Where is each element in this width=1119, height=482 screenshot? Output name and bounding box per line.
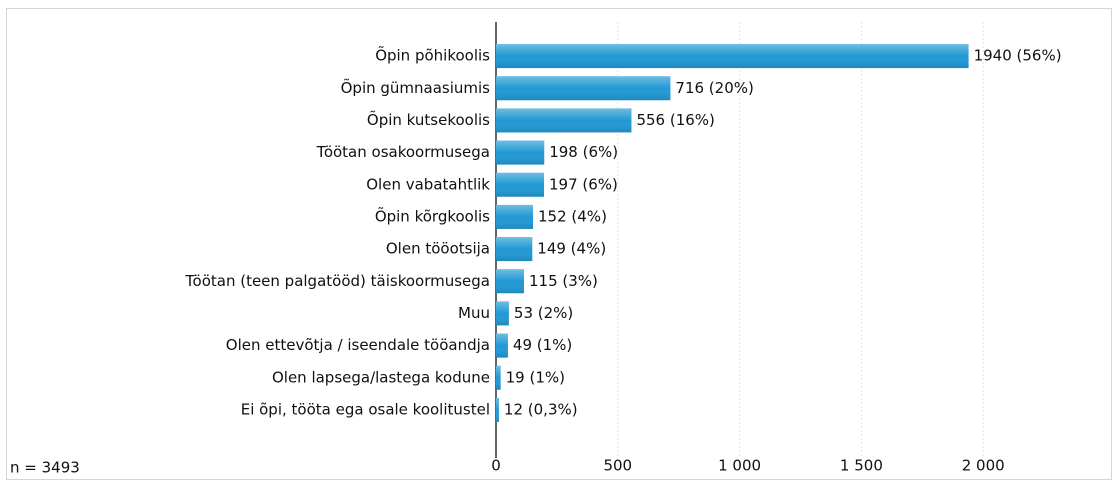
bar-sheen bbox=[496, 301, 509, 326]
x-tick-label: 2 000 bbox=[962, 457, 1005, 475]
y-tick-label: Olen lapsega/lastega kodune bbox=[272, 368, 490, 386]
y-tick-label: Muu bbox=[458, 304, 490, 322]
x-tick-label: 1 000 bbox=[718, 457, 761, 475]
value-label: 115 (3%) bbox=[529, 272, 598, 290]
bar-sheen bbox=[496, 108, 632, 133]
y-tick-label: Ei õpi, tööta ega osale koolitustel bbox=[241, 400, 490, 418]
value-label: 1940 (56%) bbox=[974, 47, 1062, 65]
x-tick-label: 0 bbox=[491, 457, 501, 475]
bar-sheen bbox=[496, 397, 499, 422]
bar-sheen bbox=[496, 333, 508, 358]
value-label: 198 (6%) bbox=[549, 143, 618, 161]
value-label: 716 (20%) bbox=[675, 79, 753, 97]
y-tick-label: Õpin kõrgkoolis bbox=[375, 206, 490, 225]
bar-sheen bbox=[496, 76, 671, 101]
y-tick-label: Töötan osakoormusega bbox=[316, 143, 490, 161]
x-tick-label: 500 bbox=[603, 457, 632, 475]
y-tick-label: Olen vabatahtlik bbox=[366, 175, 490, 193]
bar-sheen bbox=[496, 365, 501, 390]
y-tick-label: Õpin gümnaasiumis bbox=[341, 78, 491, 97]
value-label: 152 (4%) bbox=[538, 207, 607, 225]
bar-sheen bbox=[496, 269, 525, 294]
bar-sheen bbox=[496, 237, 533, 262]
frame bbox=[6, 8, 1112, 480]
value-label: 149 (4%) bbox=[537, 240, 606, 258]
value-label: 556 (16%) bbox=[636, 111, 714, 129]
bar-sheen bbox=[496, 44, 969, 69]
bar-sheen bbox=[496, 140, 545, 165]
y-tick-label: Olen ettevõtja / iseendale tööandja bbox=[226, 336, 490, 354]
annotation: n = 3493 bbox=[10, 459, 80, 477]
y-tick-label: Õpin põhikoolis bbox=[375, 46, 490, 65]
bar-sheen bbox=[496, 172, 544, 197]
y-tick-label: Õpin kutsekoolis bbox=[367, 110, 490, 129]
y-tick-label: Olen tööotsija bbox=[386, 240, 490, 258]
value-label: 197 (6%) bbox=[549, 175, 618, 193]
x-tick-label: 1 500 bbox=[840, 457, 883, 475]
value-label: 53 (2%) bbox=[514, 304, 573, 322]
value-label: 19 (1%) bbox=[506, 368, 565, 386]
value-label: 49 (1%) bbox=[513, 336, 572, 354]
bar-sheen bbox=[496, 204, 534, 229]
value-label: 12 (0,3%) bbox=[504, 400, 578, 418]
y-tick-label: Töötan (teen palgatööd) täiskoormusega bbox=[184, 272, 490, 290]
